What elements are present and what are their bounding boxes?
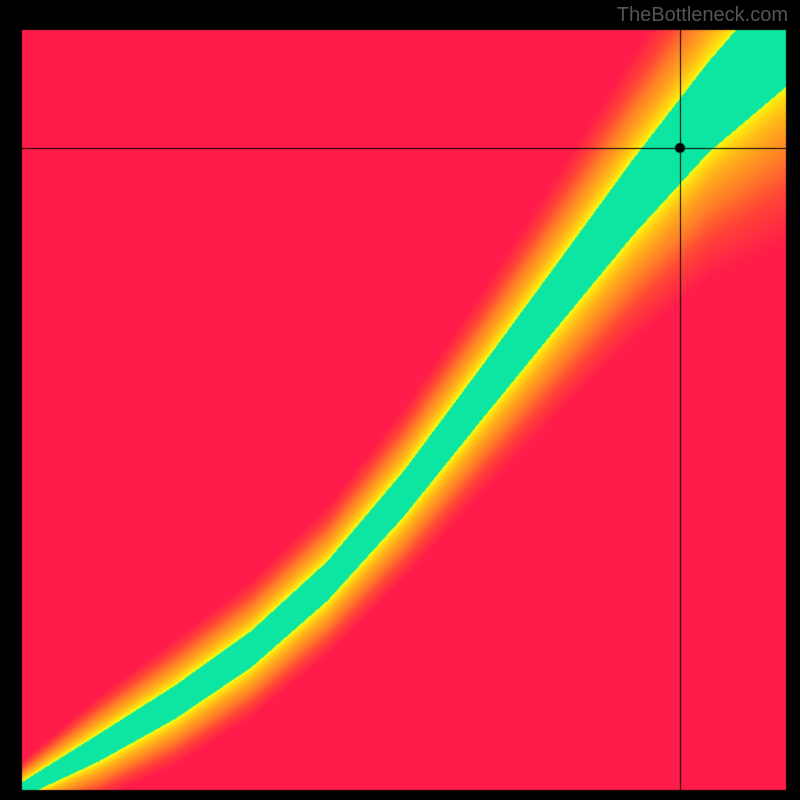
bottleneck-heatmap: TheBottleneck.com bbox=[0, 0, 800, 800]
heatmap-canvas bbox=[0, 0, 800, 800]
watermark-text: TheBottleneck.com bbox=[617, 4, 788, 27]
